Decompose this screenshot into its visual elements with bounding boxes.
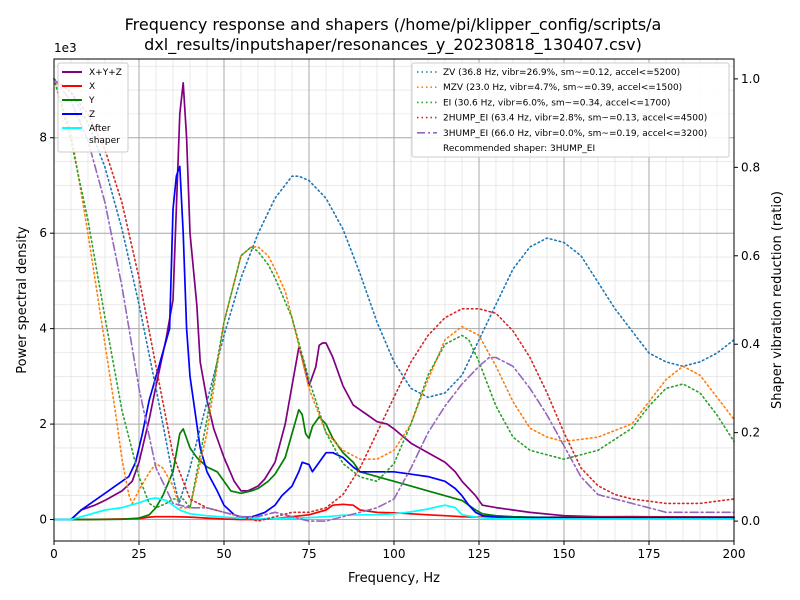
series-line-7 xyxy=(53,78,735,509)
series-line-3 xyxy=(53,165,735,521)
series-line-8 xyxy=(53,78,735,522)
y2-axis-label: Shaper vibration reduction (ratio) xyxy=(770,191,785,409)
legend-shapers: ZV (36.8 Hz, vibr=26.9%, sm~=0.12, accel… xyxy=(411,62,730,158)
x-tick-label: 150 xyxy=(553,547,576,561)
y-offset-text: 1e3 xyxy=(54,41,77,55)
series-line-4 xyxy=(53,497,735,521)
x-tick-label: 75 xyxy=(301,547,316,561)
x-tick-label: 125 xyxy=(468,547,491,561)
x-tick-label: 200 xyxy=(723,547,746,561)
x-tick-label: 175 xyxy=(638,547,661,561)
series-line-9 xyxy=(53,78,735,522)
x-tick-label: 50 xyxy=(216,547,231,561)
legend-shaper-label: MZV (23.0 Hz, vibr=4.7%, sm~=0.39, accel… xyxy=(443,83,682,93)
legend-shaper-label: EI (30.6 Hz, vibr=6.0%, sm~=0.34, accel<… xyxy=(443,98,670,108)
y2-tick-label: 0.8 xyxy=(741,160,760,174)
shaper-series-group xyxy=(53,78,735,522)
y-axis-label: Power spectral density xyxy=(15,226,30,374)
y-tick-label: 4 xyxy=(39,322,47,336)
legend-psd-label: Y xyxy=(88,96,95,106)
y2-tick-label: 0.6 xyxy=(741,249,760,263)
psd-series-group xyxy=(53,82,735,521)
series-line-6 xyxy=(53,78,735,509)
legend-psd: X+Y+Z XYZ After shaper xyxy=(57,62,129,153)
legend-shapers-box xyxy=(411,62,730,158)
x-tick-label: 25 xyxy=(131,547,146,561)
chart-title-line-2: dxl_results/inputshaper/resonances_y_202… xyxy=(144,35,642,55)
x-tick-label: 100 xyxy=(383,547,406,561)
y2-tick-label: 1.0 xyxy=(741,72,760,86)
legend-psd-label: X xyxy=(89,82,95,92)
chart-title-line-1: Frequency response and shapers (/home/pi… xyxy=(125,15,662,35)
legend-psd-label: X+Y+Z xyxy=(89,68,122,78)
legend-shaper-label: 2HUMP_EI (63.4 Hz, vibr=2.8%, sm~=0.13, … xyxy=(443,114,707,124)
y-tick-label: 2 xyxy=(39,417,47,431)
legend-shaper-label: Recommended shaper: 3HUMP_EI xyxy=(443,144,595,154)
y-axis-ticks: 0 2 4 6 8 xyxy=(39,131,54,527)
x-axis-ticks: 0 25 50 75 100 125 150 175 200 xyxy=(50,541,745,561)
y2-tick-label: 0.0 xyxy=(741,514,760,528)
x-tick-label: 0 xyxy=(50,547,58,561)
legend-shaper-label: 3HUMP_EI (66.0 Hz, vibr=0.0%, sm~=0.19, … xyxy=(443,129,707,139)
y2-tick-label: 0.4 xyxy=(741,337,760,351)
x-axis-label: Frequency, Hz xyxy=(348,571,440,586)
series-line-5 xyxy=(53,78,735,505)
y2-tick-label: 0.2 xyxy=(741,426,760,440)
y-tick-label: 8 xyxy=(39,131,47,145)
legend-psd-label: After xyxy=(89,124,111,134)
y2-axis-ticks: 0.0 0.2 0.4 0.6 0.8 1.0 xyxy=(734,72,760,528)
legend-psd-label: shaper xyxy=(89,136,120,146)
y-tick-label: 0 xyxy=(39,513,47,527)
y-tick-label: 6 xyxy=(39,226,47,240)
legend-psd-label: Z xyxy=(89,110,95,120)
legend-shaper-label: ZV (36.8 Hz, vibr=26.9%, sm~=0.12, accel… xyxy=(443,68,680,78)
